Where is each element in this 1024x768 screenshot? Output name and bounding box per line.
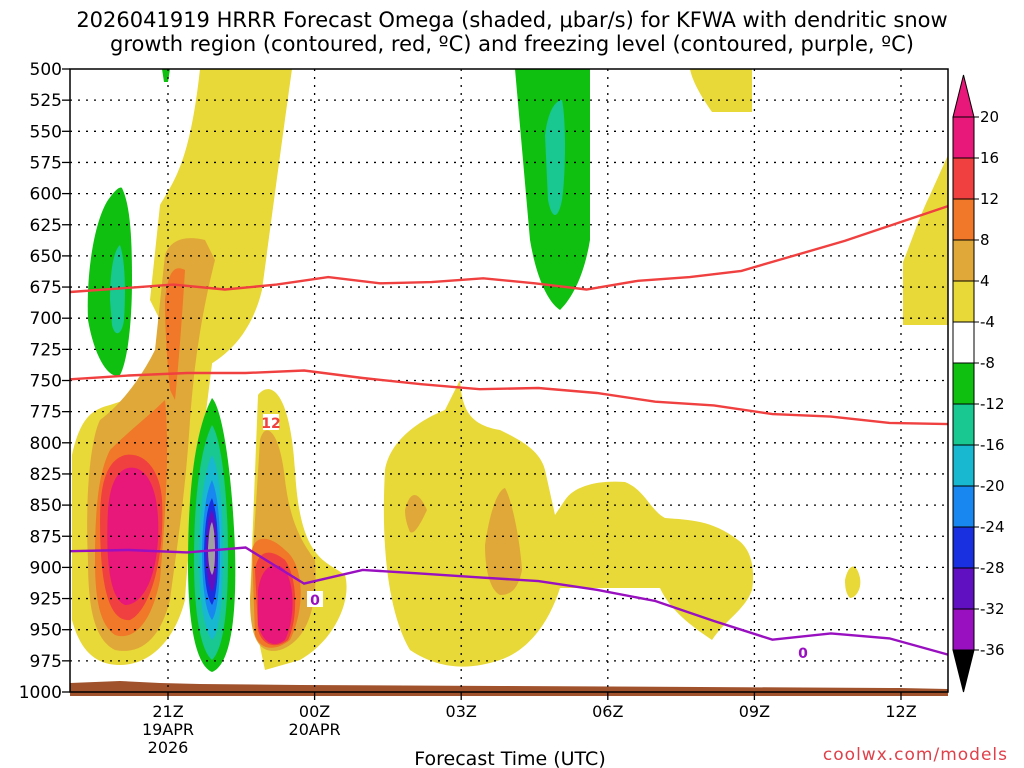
colorbar-top-arrow — [952, 74, 975, 118]
colorbar-tick-label: -20 — [980, 477, 1005, 495]
y-tick-label: 1000 — [19, 683, 62, 703]
y-tick-label: 925 — [30, 590, 62, 610]
y-tick-label: 500 — [30, 60, 62, 80]
colorbar-tick-label: 4 — [980, 272, 990, 290]
colorbar-swatch — [952, 444, 975, 487]
y-tick-label: 675 — [30, 278, 62, 298]
x-axis-label: Forecast Time (UTC) — [414, 748, 605, 768]
omega-region-ora-left-strip — [165, 268, 185, 400]
y-tick-label: 650 — [30, 247, 62, 267]
freezing-level-label: 0 — [310, 593, 320, 609]
colorbar-swatch — [952, 403, 975, 446]
colorbar: 20 16 12 8 4 -4 -8 -12 -16 -20 -24 -28 -32 -36 — [952, 74, 1005, 693]
omega-region-grn-top-left — [87, 187, 132, 376]
colorbar-swatch — [952, 198, 975, 241]
y-tick-label: 900 — [30, 558, 62, 578]
omega-region-teal-top-mid — [545, 100, 565, 215]
y-tick-label: 850 — [30, 496, 62, 516]
colorbar-tick-label: 12 — [980, 190, 999, 208]
omega-region-yel-small-dot — [845, 566, 861, 598]
colorbar-swatch — [952, 239, 975, 282]
colorbar-swatch — [952, 116, 975, 159]
omega-region-gray-core — [208, 522, 215, 575]
x-tick-sublabel: 19APR — [142, 720, 194, 739]
colorbar-tick-label: -4 — [980, 313, 995, 331]
y-tick-label: 800 — [30, 434, 62, 454]
x-tick-sublabel: 20APR — [289, 720, 341, 739]
freezing-level-label-bg — [307, 591, 323, 607]
omega-region-org-mid-1 — [405, 495, 427, 533]
dgz-contour-label-bg — [263, 414, 279, 430]
colorbar-swatch — [952, 608, 975, 651]
x-tick-label: 12Z — [885, 702, 916, 721]
x-tick-label: 00Z — [299, 702, 330, 721]
omega-region-yel-right-patch — [903, 155, 948, 325]
chart-title-line2: growth region (contoured, red, ºC) and f… — [110, 32, 914, 56]
ground-terrain — [70, 681, 948, 696]
x-tick-label: 21Z — [152, 702, 183, 721]
axes: 500 525 550 575 600 625 650 675 700 725 750 775 800 8… — [19, 60, 949, 757]
omega-region-org-mid-2 — [485, 488, 522, 595]
freezing-level-label-2-bg — [795, 644, 811, 660]
colorbar-bottom-arrow — [952, 649, 975, 693]
y-tick-label: 725 — [30, 340, 62, 360]
omega-region-mag-right — [258, 565, 293, 645]
colorbar-tick-label: -16 — [980, 436, 1005, 454]
colorbar-swatch — [952, 157, 975, 200]
y-tick-label: 875 — [30, 527, 62, 547]
colorbar-swatch — [952, 280, 975, 323]
credit-text: coolwx.com/models — [822, 745, 1008, 765]
y-tick-label: 975 — [30, 652, 62, 672]
y-tick-label: 600 — [30, 185, 62, 205]
omega-region-yel-top-right — [690, 69, 752, 112]
freezing-level-label-2: 0 — [798, 646, 808, 662]
colorbar-swatch — [952, 567, 975, 610]
x-tick-label: 06Z — [592, 702, 623, 721]
colorbar-tick-label: -28 — [980, 559, 1005, 577]
y-tick-label: 550 — [30, 122, 62, 142]
omega-region-yel-mid-blob — [383, 380, 754, 667]
colorbar-tick-label: -36 — [980, 641, 1005, 659]
x-tick-label: 09Z — [739, 702, 770, 721]
dgz-contour-upper — [69, 204, 949, 294]
colorbar-tick-label: -24 — [980, 518, 1005, 536]
dgz-contour-lower — [69, 369, 949, 426]
x-tick-sublabel: 2026 — [148, 738, 189, 757]
y-tick-label: 775 — [30, 403, 62, 423]
colorbar-swatch — [952, 526, 975, 569]
y-tick-label: 750 — [30, 372, 62, 392]
colorbar-tick-label: -8 — [980, 354, 995, 372]
colorbar-tick-label: 16 — [980, 149, 999, 167]
contour-lines: 12 0 0 — [69, 204, 949, 662]
y-tick-label: 625 — [30, 216, 62, 236]
omega-region-grn-small — [162, 69, 170, 82]
y-tick-label: 825 — [30, 465, 62, 485]
colorbar-tick-label: -32 — [980, 600, 1005, 618]
colorbar-swatch — [952, 362, 975, 405]
omega-shaded-regions — [70, 69, 948, 696]
colorbar-tick-label: 20 — [980, 108, 999, 126]
y-tick-label: 575 — [30, 153, 62, 173]
y-tick-label: 700 — [30, 309, 62, 329]
colorbar-swatch — [952, 321, 975, 364]
y-tick-label: 950 — [30, 621, 62, 641]
chart-title-line1: 2026041919 HRRR Forecast Omega (shaded, … — [76, 8, 948, 32]
y-tick-label: 525 — [30, 91, 62, 111]
x-tick-label: 03Z — [446, 702, 477, 721]
colorbar-swatch — [952, 485, 975, 528]
dgz-contour-label: 12 — [261, 416, 280, 432]
freezing-level-contour — [69, 546, 949, 656]
colorbar-tick-label: 8 — [980, 231, 990, 249]
colorbar-tick-label: -12 — [980, 395, 1005, 413]
omega-region-mag-left — [107, 467, 159, 605]
